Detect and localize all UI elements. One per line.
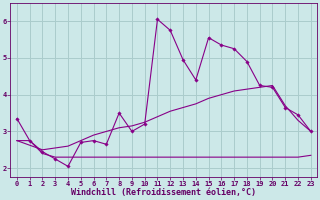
X-axis label: Windchill (Refroidissement éolien,°C): Windchill (Refroidissement éolien,°C) <box>71 188 256 197</box>
